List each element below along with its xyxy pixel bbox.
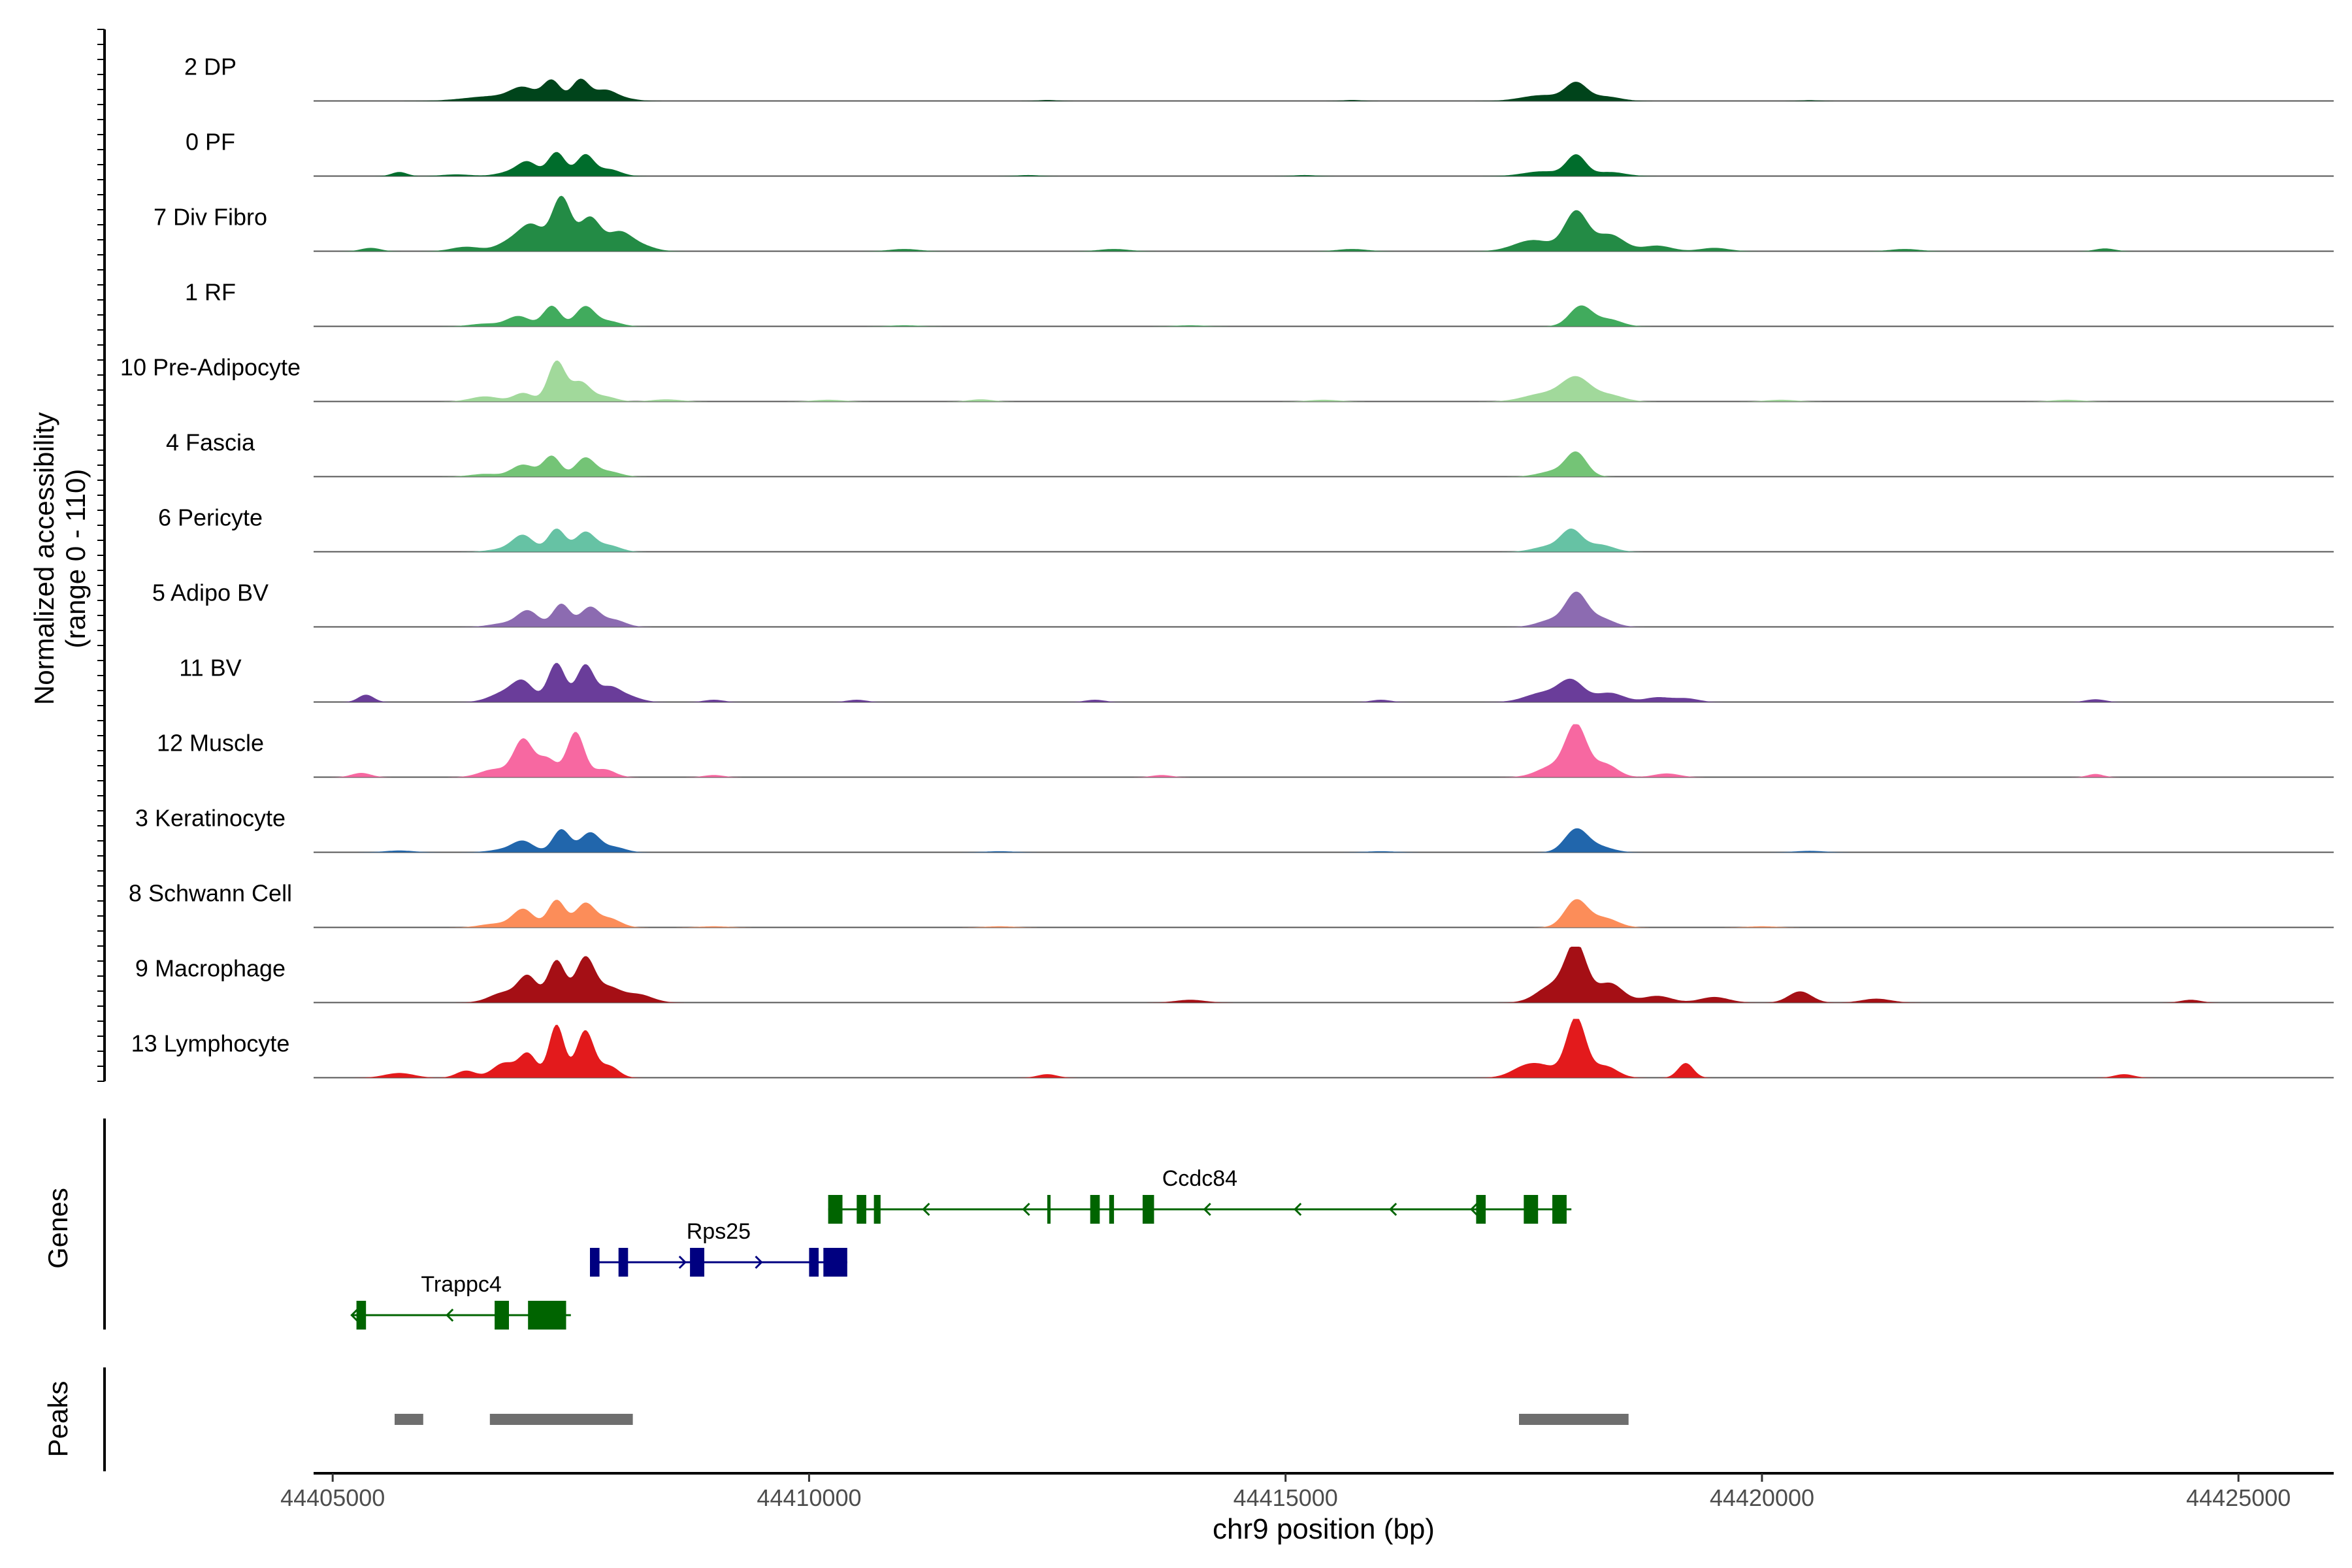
track: 11 BV — [179, 655, 2334, 703]
track-label: 11 BV — [179, 655, 241, 681]
genes-panel: Ccdc84 Rps25 Trappc4 — [350, 1166, 1572, 1330]
gene-exon — [809, 1248, 819, 1277]
track: 3 Keratinocyte — [135, 805, 2334, 853]
track: 13 Lymphocyte — [131, 1019, 2334, 1079]
x-axis-label: chr9 position (bp) — [1213, 1513, 1435, 1545]
gene-model: Rps25 — [590, 1219, 847, 1277]
track: 1 RF — [185, 279, 2334, 327]
peak-region — [395, 1414, 423, 1425]
peak-region — [1519, 1414, 1629, 1425]
gene-exon — [690, 1248, 704, 1277]
coverage-area — [314, 152, 2334, 176]
track: 7 Div Fibro — [154, 195, 2334, 252]
coverage-area — [314, 947, 2334, 1003]
peaks-panel — [395, 1414, 1629, 1425]
coverage-area — [314, 78, 2334, 101]
x-tick-label: 44405000 — [280, 1484, 385, 1511]
track-label: 1 RF — [185, 279, 236, 306]
y-axis-label: Normalized accessibility (range 0 - 110) — [29, 412, 91, 705]
gene-exon — [1476, 1195, 1486, 1224]
strand-arrow — [1203, 1202, 1211, 1217]
coverage-area — [314, 305, 2334, 327]
track: 10 Pre-Adipocyte — [120, 354, 2334, 402]
coverage-area — [314, 529, 2334, 552]
coverage-area — [314, 591, 2334, 627]
y-axis-label-line2: (range 0 - 110) — [60, 469, 91, 649]
gene-model: Trappc4 — [350, 1272, 571, 1330]
gene-exon — [1090, 1195, 1100, 1224]
x-tick-label: 44420000 — [1710, 1484, 1814, 1511]
strand-arrow — [1294, 1202, 1302, 1217]
track-label: 5 Adipo BV — [152, 580, 269, 606]
peak-region — [489, 1414, 633, 1425]
gene-exon — [823, 1248, 847, 1277]
gene-exon — [356, 1301, 367, 1330]
y-axis-label-line1: Normalized accessibility — [29, 412, 59, 705]
gene-label: Rps25 — [687, 1219, 751, 1244]
track-label: 4 Fascia — [166, 429, 255, 456]
gene-exon — [590, 1248, 600, 1277]
track-label: 12 Muscle — [157, 730, 264, 757]
strand-arrow — [922, 1202, 930, 1217]
track: 8 Schwann Cell — [129, 880, 2334, 928]
track: 12 Muscle — [157, 724, 2334, 778]
strand-arrow — [755, 1255, 763, 1269]
track: 0 PF — [186, 129, 2334, 177]
coverage-area — [314, 899, 2334, 928]
track: 9 Macrophage — [135, 947, 2334, 1004]
track-label: 13 Lymphocyte — [131, 1030, 290, 1057]
coverage-area — [314, 724, 2334, 777]
coverage-y-axis — [97, 29, 106, 1082]
coverage-area — [314, 360, 2334, 402]
gene-exon — [828, 1195, 843, 1224]
coverage-area — [314, 828, 2334, 853]
track-label: 0 PF — [186, 129, 235, 155]
gene-exon — [495, 1301, 509, 1330]
gene-label: Ccdc84 — [1162, 1166, 1237, 1191]
coverage-area — [314, 451, 2334, 477]
coverage-tracks: 2 DP 0 PF 7 Div Fibro 1 RF 10 Pre-Adipocyte 4… — [120, 54, 2334, 1079]
track: 2 DP — [184, 54, 2334, 102]
gene-exon — [1142, 1195, 1154, 1224]
strand-arrow — [446, 1308, 454, 1322]
x-tick-label: 44415000 — [1233, 1484, 1338, 1511]
x-tick-label: 44410000 — [757, 1484, 861, 1511]
strand-arrow — [678, 1255, 687, 1269]
track-label: 2 DP — [184, 54, 237, 80]
coverage-area — [314, 195, 2334, 252]
track-label: 3 Keratinocyte — [135, 805, 286, 832]
genes-panel-label: Genes — [42, 1188, 73, 1269]
gene-exon — [857, 1195, 866, 1224]
track-label: 8 Schwann Cell — [129, 880, 292, 907]
track: 6 Pericyte — [158, 504, 2334, 553]
strand-arrow — [1469, 1202, 1478, 1217]
track: 4 Fascia — [166, 429, 2334, 478]
gene-exon — [1047, 1195, 1051, 1224]
track-label: 10 Pre-Adipocyte — [120, 354, 301, 381]
track-label: 7 Div Fibro — [154, 204, 267, 231]
gene-exon — [1109, 1195, 1115, 1224]
track: 5 Adipo BV — [152, 580, 2334, 628]
coverage-area — [314, 662, 2334, 702]
peaks-panel-label: Peaks — [42, 1381, 73, 1458]
gene-exon — [528, 1301, 566, 1330]
track-label: 9 Macrophage — [135, 955, 286, 982]
gene-exon — [1552, 1195, 1567, 1224]
gene-label: Trappc4 — [421, 1272, 501, 1297]
x-tick-label: 44425000 — [2186, 1484, 2291, 1511]
gene-model: Ccdc84 — [828, 1166, 1572, 1224]
strand-arrow — [1022, 1202, 1030, 1217]
strand-arrow — [1388, 1202, 1397, 1217]
gene-exon — [874, 1195, 881, 1224]
track-label: 6 Pericyte — [158, 504, 263, 531]
gene-exon — [1524, 1195, 1539, 1224]
coverage-area — [314, 1019, 2334, 1078]
x-axis: 44405000 44410000 44415000 44420000 44425000 — [280, 1473, 2291, 1511]
strand-arrow — [350, 1308, 359, 1322]
gene-exon — [618, 1248, 629, 1277]
